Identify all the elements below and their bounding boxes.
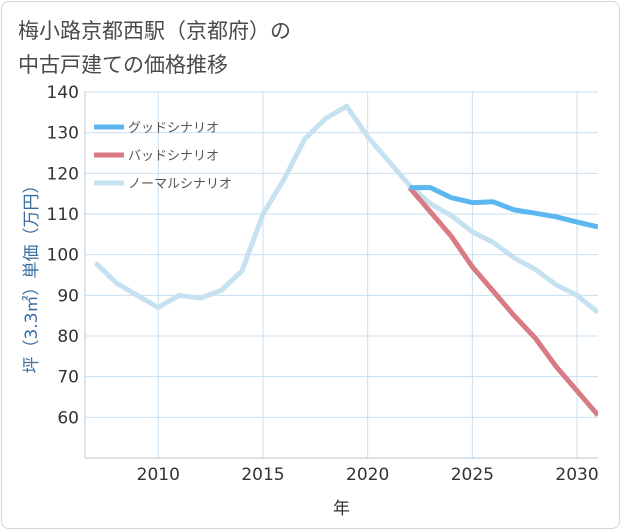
y-tick-label: 60	[57, 408, 79, 428]
y-tick-label: 90	[57, 286, 79, 306]
y-tick-label: 80	[57, 327, 79, 347]
y-tick-label: 100	[47, 246, 79, 266]
page-title: 梅小路京都西駅（京都府）の 中古戸建ての価格推移	[18, 14, 291, 82]
series-line-bad	[407, 185, 598, 417]
y-tick-label: 140	[47, 83, 79, 103]
series-line-good	[409, 185, 598, 230]
x-tick-label: 2010	[137, 465, 180, 485]
x-tick-label: 2020	[346, 465, 389, 485]
x-tick-label: 2025	[451, 465, 494, 485]
y-axis-title: 坪（3.3㎡）単価（万円）	[22, 176, 42, 373]
x-tick-label: 2030	[555, 465, 598, 485]
y-tick-label: 70	[57, 368, 79, 388]
title-line-2: 中古戸建ての価格推移	[18, 53, 228, 77]
y-tick-label: 120	[47, 164, 79, 184]
legend-label-good: グッドシナリオ	[128, 121, 219, 136]
title-line-1: 梅小路京都西駅（京都府）の	[18, 19, 291, 43]
y-tick-label: 130	[47, 124, 79, 144]
axes: 60 70 80 90 100 110 120 130 140 2010 2015 2020 2025 2…	[22, 83, 599, 519]
x-axis-title: 年	[333, 499, 350, 519]
series-line-normal	[93, 103, 598, 315]
series-lines	[93, 103, 598, 417]
grid	[85, 91, 598, 458]
x-tick-label: 2015	[241, 465, 284, 485]
y-tick-label: 110	[47, 205, 79, 225]
legend-label-normal: ノーマルシナリオ	[128, 177, 232, 192]
legend-label-bad: バッドシナリオ	[128, 149, 219, 164]
